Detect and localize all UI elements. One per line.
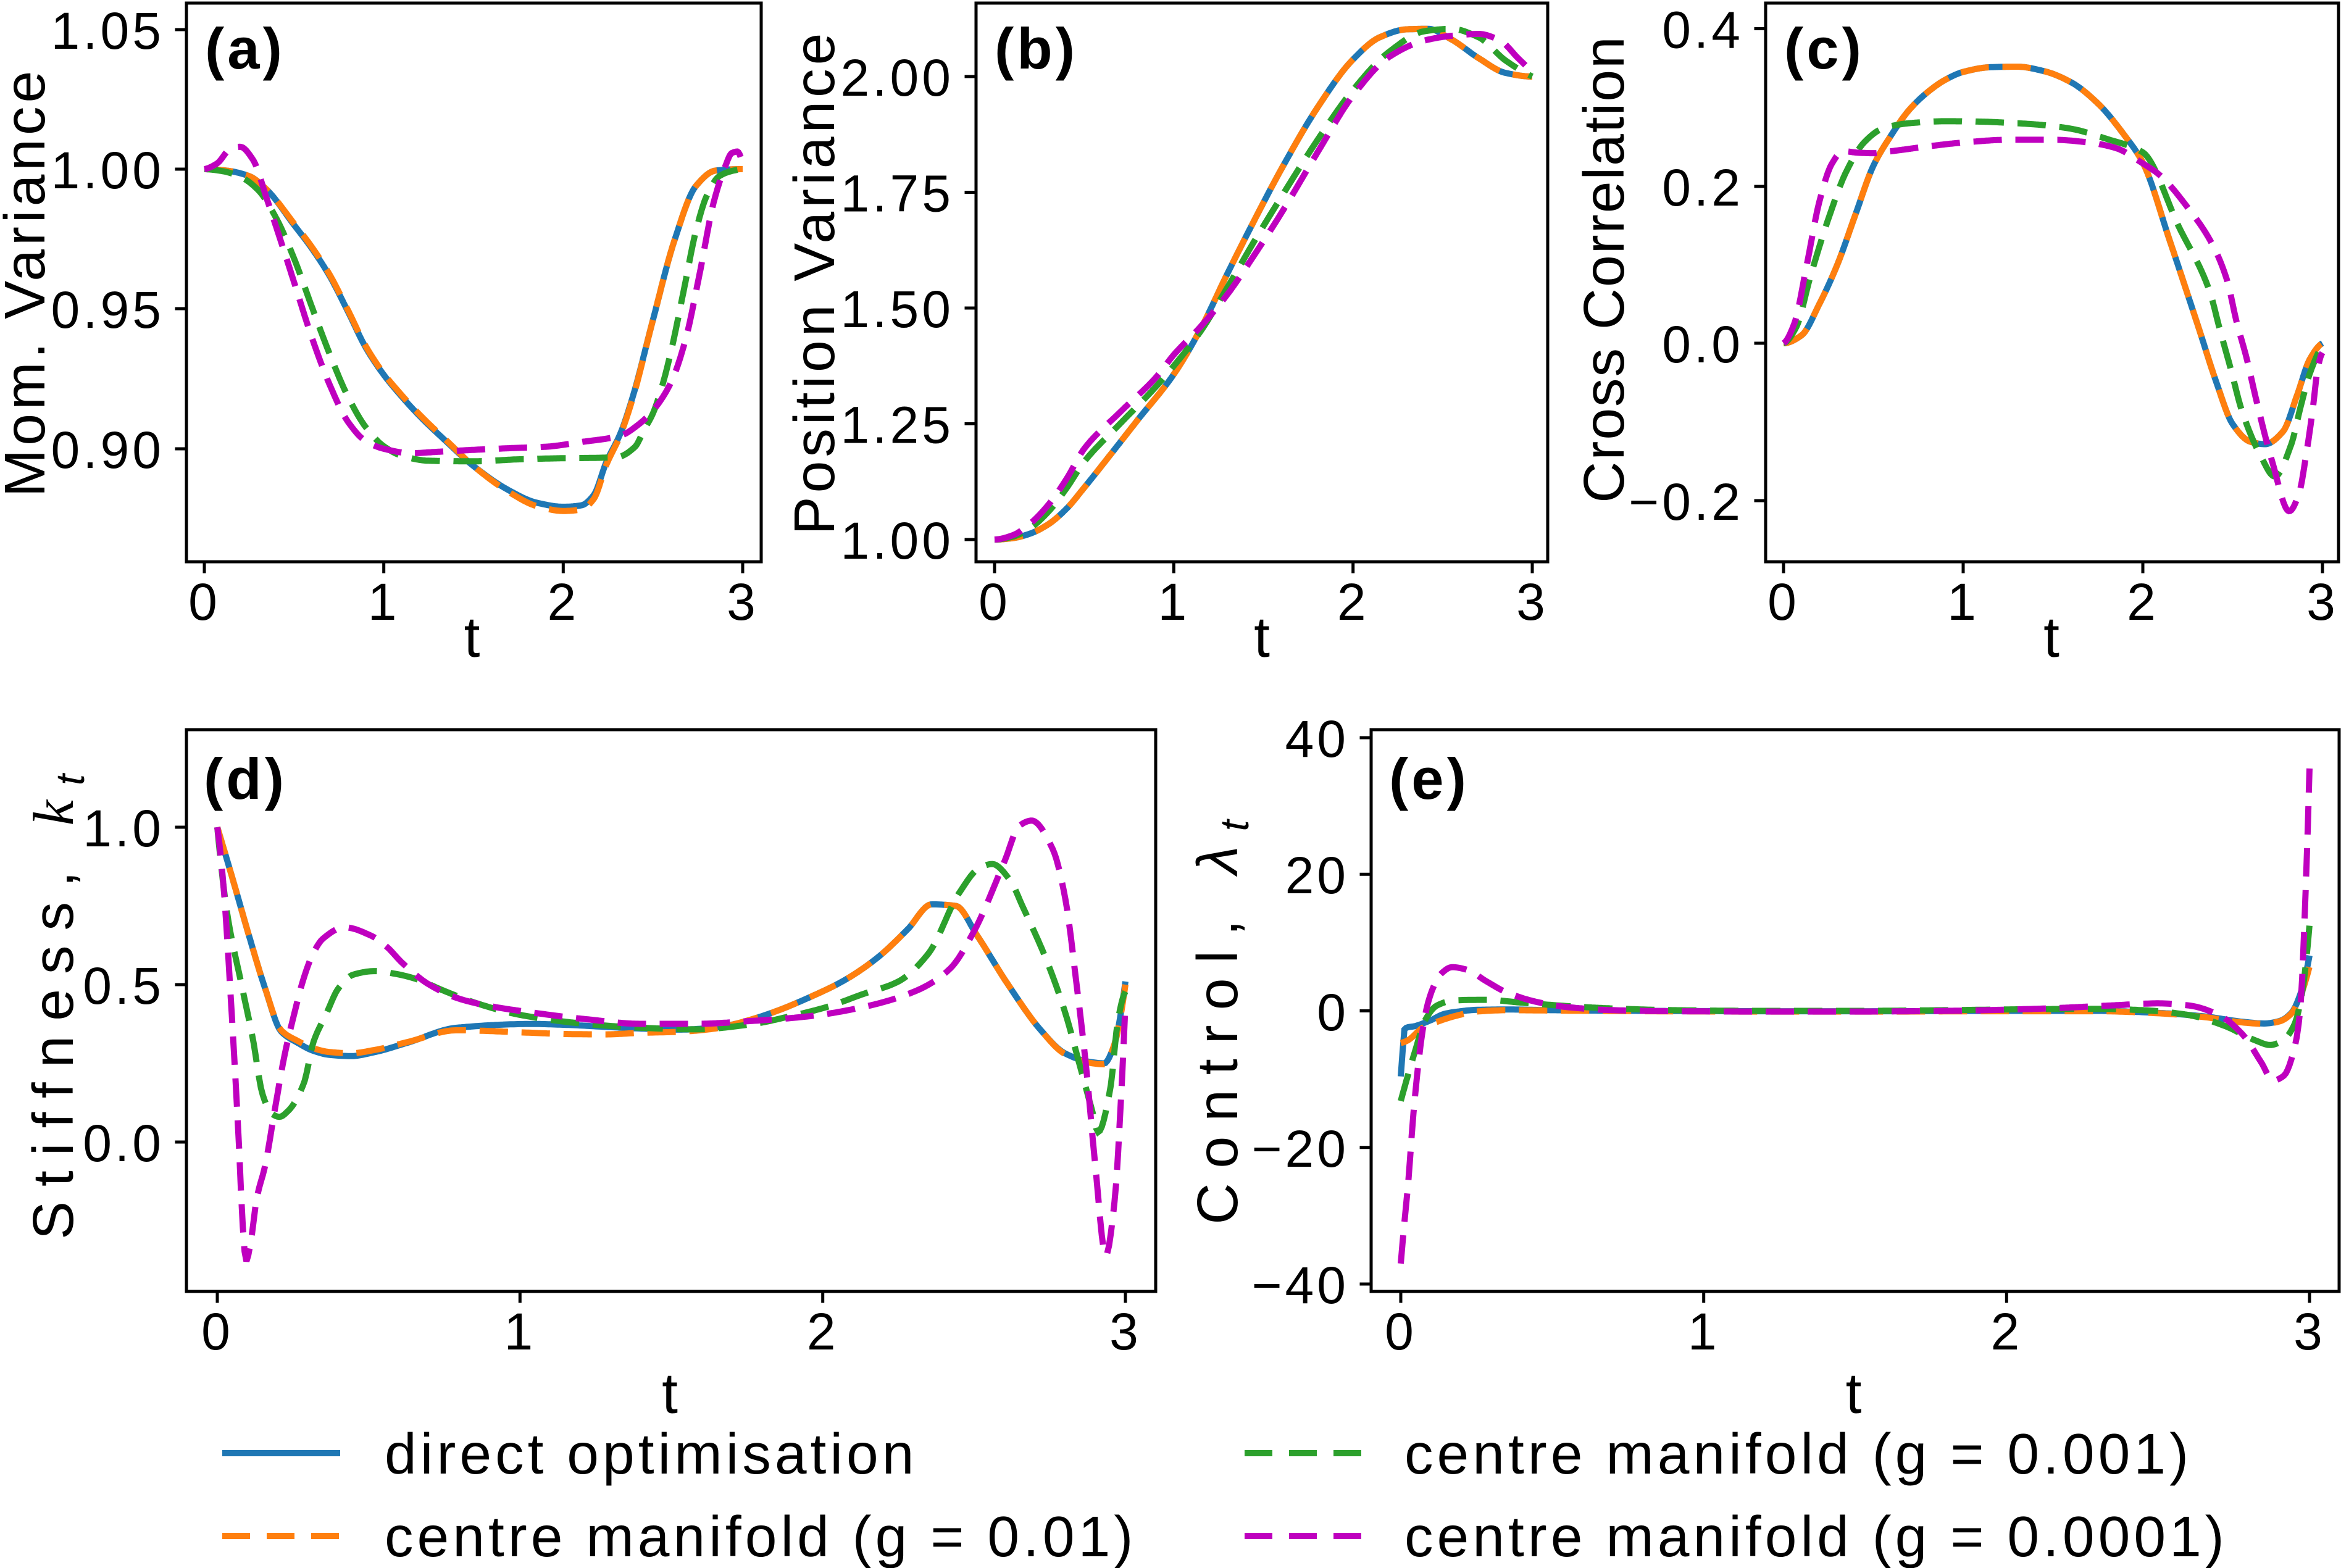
svg-text:t: t bbox=[662, 1361, 681, 1425]
svg-text:1: 1 bbox=[1947, 573, 1979, 631]
svg-text:1.25: 1.25 bbox=[841, 396, 954, 454]
svg-text:0.4: 0.4 bbox=[1662, 1, 1743, 59]
svg-text:(d): (d) bbox=[204, 746, 287, 811]
svg-text:0.0: 0.0 bbox=[83, 1114, 164, 1172]
svg-text:1: 1 bbox=[1158, 573, 1190, 631]
svg-text:Stiffness, kt: Stiffness, kt bbox=[21, 759, 93, 1240]
svg-text:2: 2 bbox=[1990, 1303, 2022, 1361]
svg-text:40: 40 bbox=[1285, 710, 1349, 768]
svg-text:3: 3 bbox=[2293, 1303, 2326, 1361]
svg-text:20: 20 bbox=[1285, 846, 1349, 904]
svg-text:Cross Correlation: Cross Correlation bbox=[1572, 35, 1636, 503]
svg-text:0: 0 bbox=[188, 573, 220, 631]
svg-text:t: t bbox=[1254, 605, 1273, 669]
svg-text:Mom. Variance: Mom. Variance bbox=[0, 67, 57, 498]
svg-text:1: 1 bbox=[504, 1303, 536, 1361]
svg-text:(b): (b) bbox=[995, 16, 1078, 81]
svg-text:direct optimisation: direct optimisation bbox=[385, 1422, 918, 1486]
svg-text:(c): (c) bbox=[1784, 16, 1864, 81]
svg-text:centre manifold (g = 0.001): centre manifold (g = 0.001) bbox=[1404, 1422, 2192, 1486]
svg-text:t: t bbox=[1846, 1361, 1865, 1425]
svg-text:1.00: 1.00 bbox=[51, 141, 165, 199]
svg-text:1: 1 bbox=[1688, 1303, 1720, 1361]
svg-text:Control, λt: Control, λt bbox=[1185, 805, 1257, 1224]
svg-text:0: 0 bbox=[1317, 983, 1349, 1041]
svg-text:3: 3 bbox=[1109, 1303, 1141, 1361]
svg-text:−0.2: −0.2 bbox=[1629, 473, 1743, 531]
svg-text:0.2: 0.2 bbox=[1662, 159, 1743, 217]
svg-text:0.95: 0.95 bbox=[51, 281, 165, 339]
svg-text:1: 1 bbox=[368, 573, 400, 631]
svg-text:0: 0 bbox=[201, 1303, 233, 1361]
svg-text:0.90: 0.90 bbox=[51, 421, 165, 479]
svg-text:0: 0 bbox=[1767, 573, 1800, 631]
svg-text:0: 0 bbox=[979, 573, 1011, 631]
svg-text:1.50: 1.50 bbox=[841, 280, 954, 338]
svg-text:(a): (a) bbox=[205, 16, 285, 81]
svg-text:1.0: 1.0 bbox=[83, 799, 164, 857]
svg-text:2: 2 bbox=[807, 1303, 839, 1361]
svg-text:0.5: 0.5 bbox=[83, 957, 164, 1015]
svg-text:2: 2 bbox=[2127, 573, 2159, 631]
svg-text:3: 3 bbox=[727, 573, 759, 631]
svg-text:2: 2 bbox=[547, 573, 579, 631]
svg-text:−40: −40 bbox=[1252, 1256, 1350, 1314]
svg-text:centre manifold (g = 0.0001): centre manifold (g = 0.0001) bbox=[1404, 1504, 2228, 1568]
svg-text:centre manifold (g = 0.01): centre manifold (g = 0.01) bbox=[385, 1504, 1137, 1568]
svg-text:t: t bbox=[464, 605, 483, 669]
svg-text:3: 3 bbox=[1516, 573, 1548, 631]
svg-text:(e): (e) bbox=[1389, 746, 1469, 811]
svg-text:1.00: 1.00 bbox=[841, 512, 954, 570]
svg-text:0: 0 bbox=[1385, 1303, 1417, 1361]
svg-text:2.00: 2.00 bbox=[841, 49, 954, 107]
svg-text:2: 2 bbox=[1337, 573, 1369, 631]
svg-text:1.05: 1.05 bbox=[51, 2, 165, 60]
svg-text:t: t bbox=[2043, 605, 2063, 669]
svg-text:−20: −20 bbox=[1252, 1120, 1350, 1178]
svg-text:0.0: 0.0 bbox=[1662, 315, 1743, 373]
svg-text:1.75: 1.75 bbox=[841, 165, 954, 223]
svg-text:3: 3 bbox=[2306, 573, 2339, 631]
svg-text:Position Variance: Position Variance bbox=[782, 30, 846, 535]
